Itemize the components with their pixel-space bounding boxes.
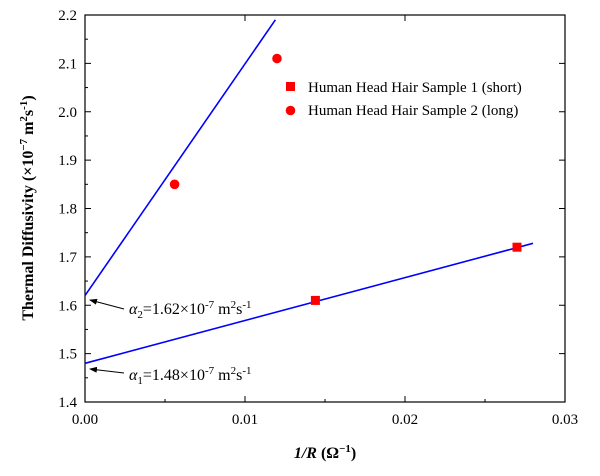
annotation-alpha-1-text: =1.48×10 <box>143 367 205 384</box>
x-axis-title-unit-exp: −1 <box>339 443 351 455</box>
legend: Human Head Hair Sample 1 (short) Human H… <box>285 80 522 119</box>
fit-lines <box>84 19 534 365</box>
annotation-arrow-alpha-2 <box>89 298 125 310</box>
y-axis-title-exp2: 2 <box>18 116 30 122</box>
annotation-alpha-2-symbol: α <box>129 301 138 318</box>
annotation-alpha-1-m: m <box>214 367 231 384</box>
y-axis-title: Thermal Diffusivity (×10−7 m2s-1) <box>18 95 37 320</box>
x-axis-ticks: 0.00 0.01 0.02 0.03 <box>72 15 578 428</box>
annotation-label-alpha-1: α1=1.48×10-7 m2s-1 <box>129 365 251 387</box>
y-tick-label: 1.5 <box>58 347 77 363</box>
annotation-alpha-1-m-exp: 2 <box>231 365 237 377</box>
data-points <box>169 53 522 305</box>
x-axis-title: 1/R (Ω−1) <box>294 443 356 462</box>
annotation-alpha-1-s-exp: -1 <box>242 365 251 377</box>
annotation-label-alpha-2: α2=1.62×10-7 m2s-1 <box>129 299 251 321</box>
legend-marker-sample-1 <box>286 82 295 91</box>
y-tick-label: 1.9 <box>58 153 77 169</box>
annotation-alpha-1-symbol: α <box>129 367 138 384</box>
legend-label-sample-1: Human Head Hair Sample 1 (short) <box>308 80 522 96</box>
x-axis-title-unit: (Ω <box>321 445 339 462</box>
x-axis-title-var: 1/R <box>294 445 317 462</box>
annotation-alpha-1-sub: 1 <box>137 375 143 387</box>
x-tick-label: 0.03 <box>552 412 578 428</box>
y-axis-title-exp1: −7 <box>18 138 30 150</box>
y-axis-title-main: Thermal Diffusivity (×10 <box>20 151 37 321</box>
x-tick-label: 0.00 <box>72 412 98 428</box>
annotation-alpha-2-m: m <box>214 301 231 318</box>
annotation-arrow-alpha-1 <box>89 366 125 374</box>
y-axis-title-s: s <box>20 110 37 116</box>
annotation-alpha-2-m-exp: 2 <box>231 299 237 311</box>
annotation-alpha-1: α1=1.48×10-7 m2s-1 <box>89 365 251 387</box>
y-axis-ticks: 1.4 1.5 1.6 1.7 1.8 1.9 2.0 2.1 2.2 <box>58 8 565 411</box>
annotation-alpha-2-s-exp: -1 <box>242 299 251 311</box>
fit-line-sample-1 <box>84 242 534 365</box>
x-tick-label: 0.02 <box>392 412 418 428</box>
fit-line-sample-2 <box>84 19 277 297</box>
x-tick-label: 0.01 <box>232 412 258 428</box>
y-axis-title-m: m <box>20 121 37 139</box>
y-tick-label: 2.2 <box>58 8 77 24</box>
point-sample-1-1 <box>310 295 320 305</box>
y-tick-label: 1.4 <box>58 395 77 411</box>
point-sample-1-2 <box>512 242 522 252</box>
annotation-alpha-2: α2=1.62×10-7 m2s-1 <box>89 298 251 321</box>
annotation-alpha-2-text: =1.62×10 <box>143 301 205 318</box>
y-tick-label: 1.8 <box>58 202 77 218</box>
y-tick-label: 1.6 <box>58 298 77 314</box>
y-tick-label: 2.0 <box>58 105 77 121</box>
point-sample-2-1 <box>169 179 180 190</box>
y-axis-title-exp3: -1 <box>18 101 30 110</box>
annotation-alpha-2-s: s <box>236 301 242 318</box>
annotation-alpha-1-exp: -7 <box>205 365 215 377</box>
annotation-alpha-2-exp: -7 <box>205 299 215 311</box>
legend-marker-sample-2 <box>285 105 296 116</box>
x-axis-title-unit-close: ) <box>351 445 356 462</box>
annotation-alpha-2-sub: 2 <box>137 309 143 321</box>
y-axis-title-close: ) <box>20 95 37 100</box>
annotation-alpha-1-s: s <box>236 367 242 384</box>
legend-label-sample-2: Human Head Hair Sample 2 (long) <box>308 103 518 119</box>
y-tick-label: 1.7 <box>58 250 77 266</box>
y-tick-label: 2.1 <box>58 56 77 72</box>
point-sample-2-2 <box>272 53 282 64</box>
